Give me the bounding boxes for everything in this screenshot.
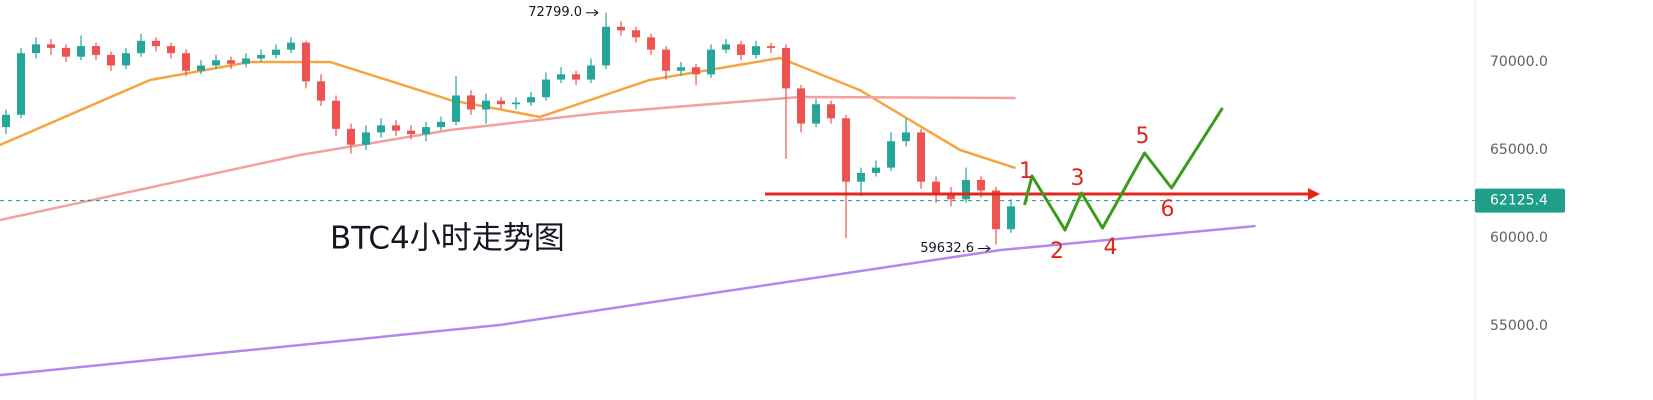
candle-body xyxy=(212,60,221,66)
candle-body xyxy=(857,172,866,182)
candle-body xyxy=(47,44,56,48)
candle-body xyxy=(407,130,416,135)
candle-body xyxy=(2,114,11,128)
candle-body xyxy=(662,49,671,71)
candle-body xyxy=(92,46,101,55)
candle-body xyxy=(587,65,596,80)
candle-body xyxy=(902,132,911,142)
candle-body xyxy=(692,67,701,75)
moving-average xyxy=(0,56,1016,170)
candle-body xyxy=(317,81,326,101)
candle-body xyxy=(242,58,251,64)
candle-body xyxy=(932,181,941,195)
moving-average xyxy=(0,224,1256,377)
min-arrow xyxy=(978,245,991,252)
candle-body xyxy=(527,97,536,103)
max-arrow xyxy=(586,9,599,17)
candle-body xyxy=(602,26,611,66)
candle-body xyxy=(542,79,551,98)
candle-body xyxy=(152,40,161,47)
candle-body xyxy=(617,26,626,31)
candle-body xyxy=(122,53,131,66)
candle-body xyxy=(107,54,116,66)
candle-body xyxy=(842,118,851,182)
last-price-box xyxy=(1475,188,1565,213)
y-tick-label: 70000.0 xyxy=(1490,54,1548,70)
candle-body xyxy=(887,141,896,168)
min-label: 59632.6 xyxy=(920,241,974,256)
candle-body xyxy=(347,128,356,145)
candle-body xyxy=(872,167,881,173)
candle-body xyxy=(737,44,746,55)
wave-label: 5 xyxy=(1136,124,1150,149)
candle-body xyxy=(1007,206,1016,230)
candle-body xyxy=(482,100,491,110)
wave-label: 1 xyxy=(1019,159,1033,184)
candle-body xyxy=(812,104,821,124)
wave-label: 4 xyxy=(1104,235,1118,260)
candle-body xyxy=(302,42,311,82)
wave-label: 2 xyxy=(1050,239,1064,264)
candle-body xyxy=(437,121,446,128)
last-price-label: 62125.4 xyxy=(1490,193,1548,209)
chart-title: BTC4小时走势图 xyxy=(330,221,565,257)
candle-body xyxy=(452,95,461,122)
candle-body xyxy=(392,125,401,131)
candle-body xyxy=(632,30,641,38)
candle-body xyxy=(497,100,506,105)
candle-body xyxy=(362,132,371,145)
candle-body xyxy=(572,74,581,80)
candle-body xyxy=(287,42,296,50)
support-arrow-head xyxy=(1308,188,1321,201)
candle-body xyxy=(137,40,146,54)
candle-body xyxy=(272,49,281,55)
candle-body xyxy=(647,37,656,50)
candle-body xyxy=(557,74,566,80)
candle-body xyxy=(332,100,341,129)
candle-body xyxy=(677,67,686,71)
candle-body xyxy=(707,49,716,75)
wave-projection xyxy=(1023,107,1224,232)
candle-body xyxy=(512,102,521,105)
y-tick-label: 55000.0 xyxy=(1490,318,1548,334)
candle-body xyxy=(227,60,236,64)
max-label: 72799.0 xyxy=(528,5,582,20)
candle-body xyxy=(977,179,986,191)
candle-body xyxy=(947,194,956,200)
candle-body xyxy=(962,179,971,200)
candle-body xyxy=(197,65,206,71)
wave-label: 6 xyxy=(1161,197,1175,222)
candle-body xyxy=(32,44,41,54)
y-tick-label: 65000.0 xyxy=(1490,142,1548,158)
moving-average xyxy=(0,95,1016,222)
wave-label: 3 xyxy=(1071,166,1085,191)
candle-body xyxy=(77,46,86,57)
candle-body xyxy=(797,88,806,124)
candle-body xyxy=(827,104,836,119)
candle-body xyxy=(992,190,1001,230)
candle-body xyxy=(257,54,266,59)
candle-body xyxy=(62,47,71,57)
candle-body xyxy=(722,44,731,50)
candle-body xyxy=(782,47,791,89)
candle-body xyxy=(422,127,431,135)
candle-body xyxy=(167,46,176,54)
candle-body xyxy=(467,95,476,110)
candle-body xyxy=(752,46,761,55)
candle-body xyxy=(767,46,776,48)
candle-body xyxy=(377,125,386,133)
candle-body xyxy=(17,53,26,115)
y-tick-label: 60000.0 xyxy=(1490,230,1548,246)
candle-body xyxy=(182,53,191,71)
candle-body xyxy=(917,132,926,182)
